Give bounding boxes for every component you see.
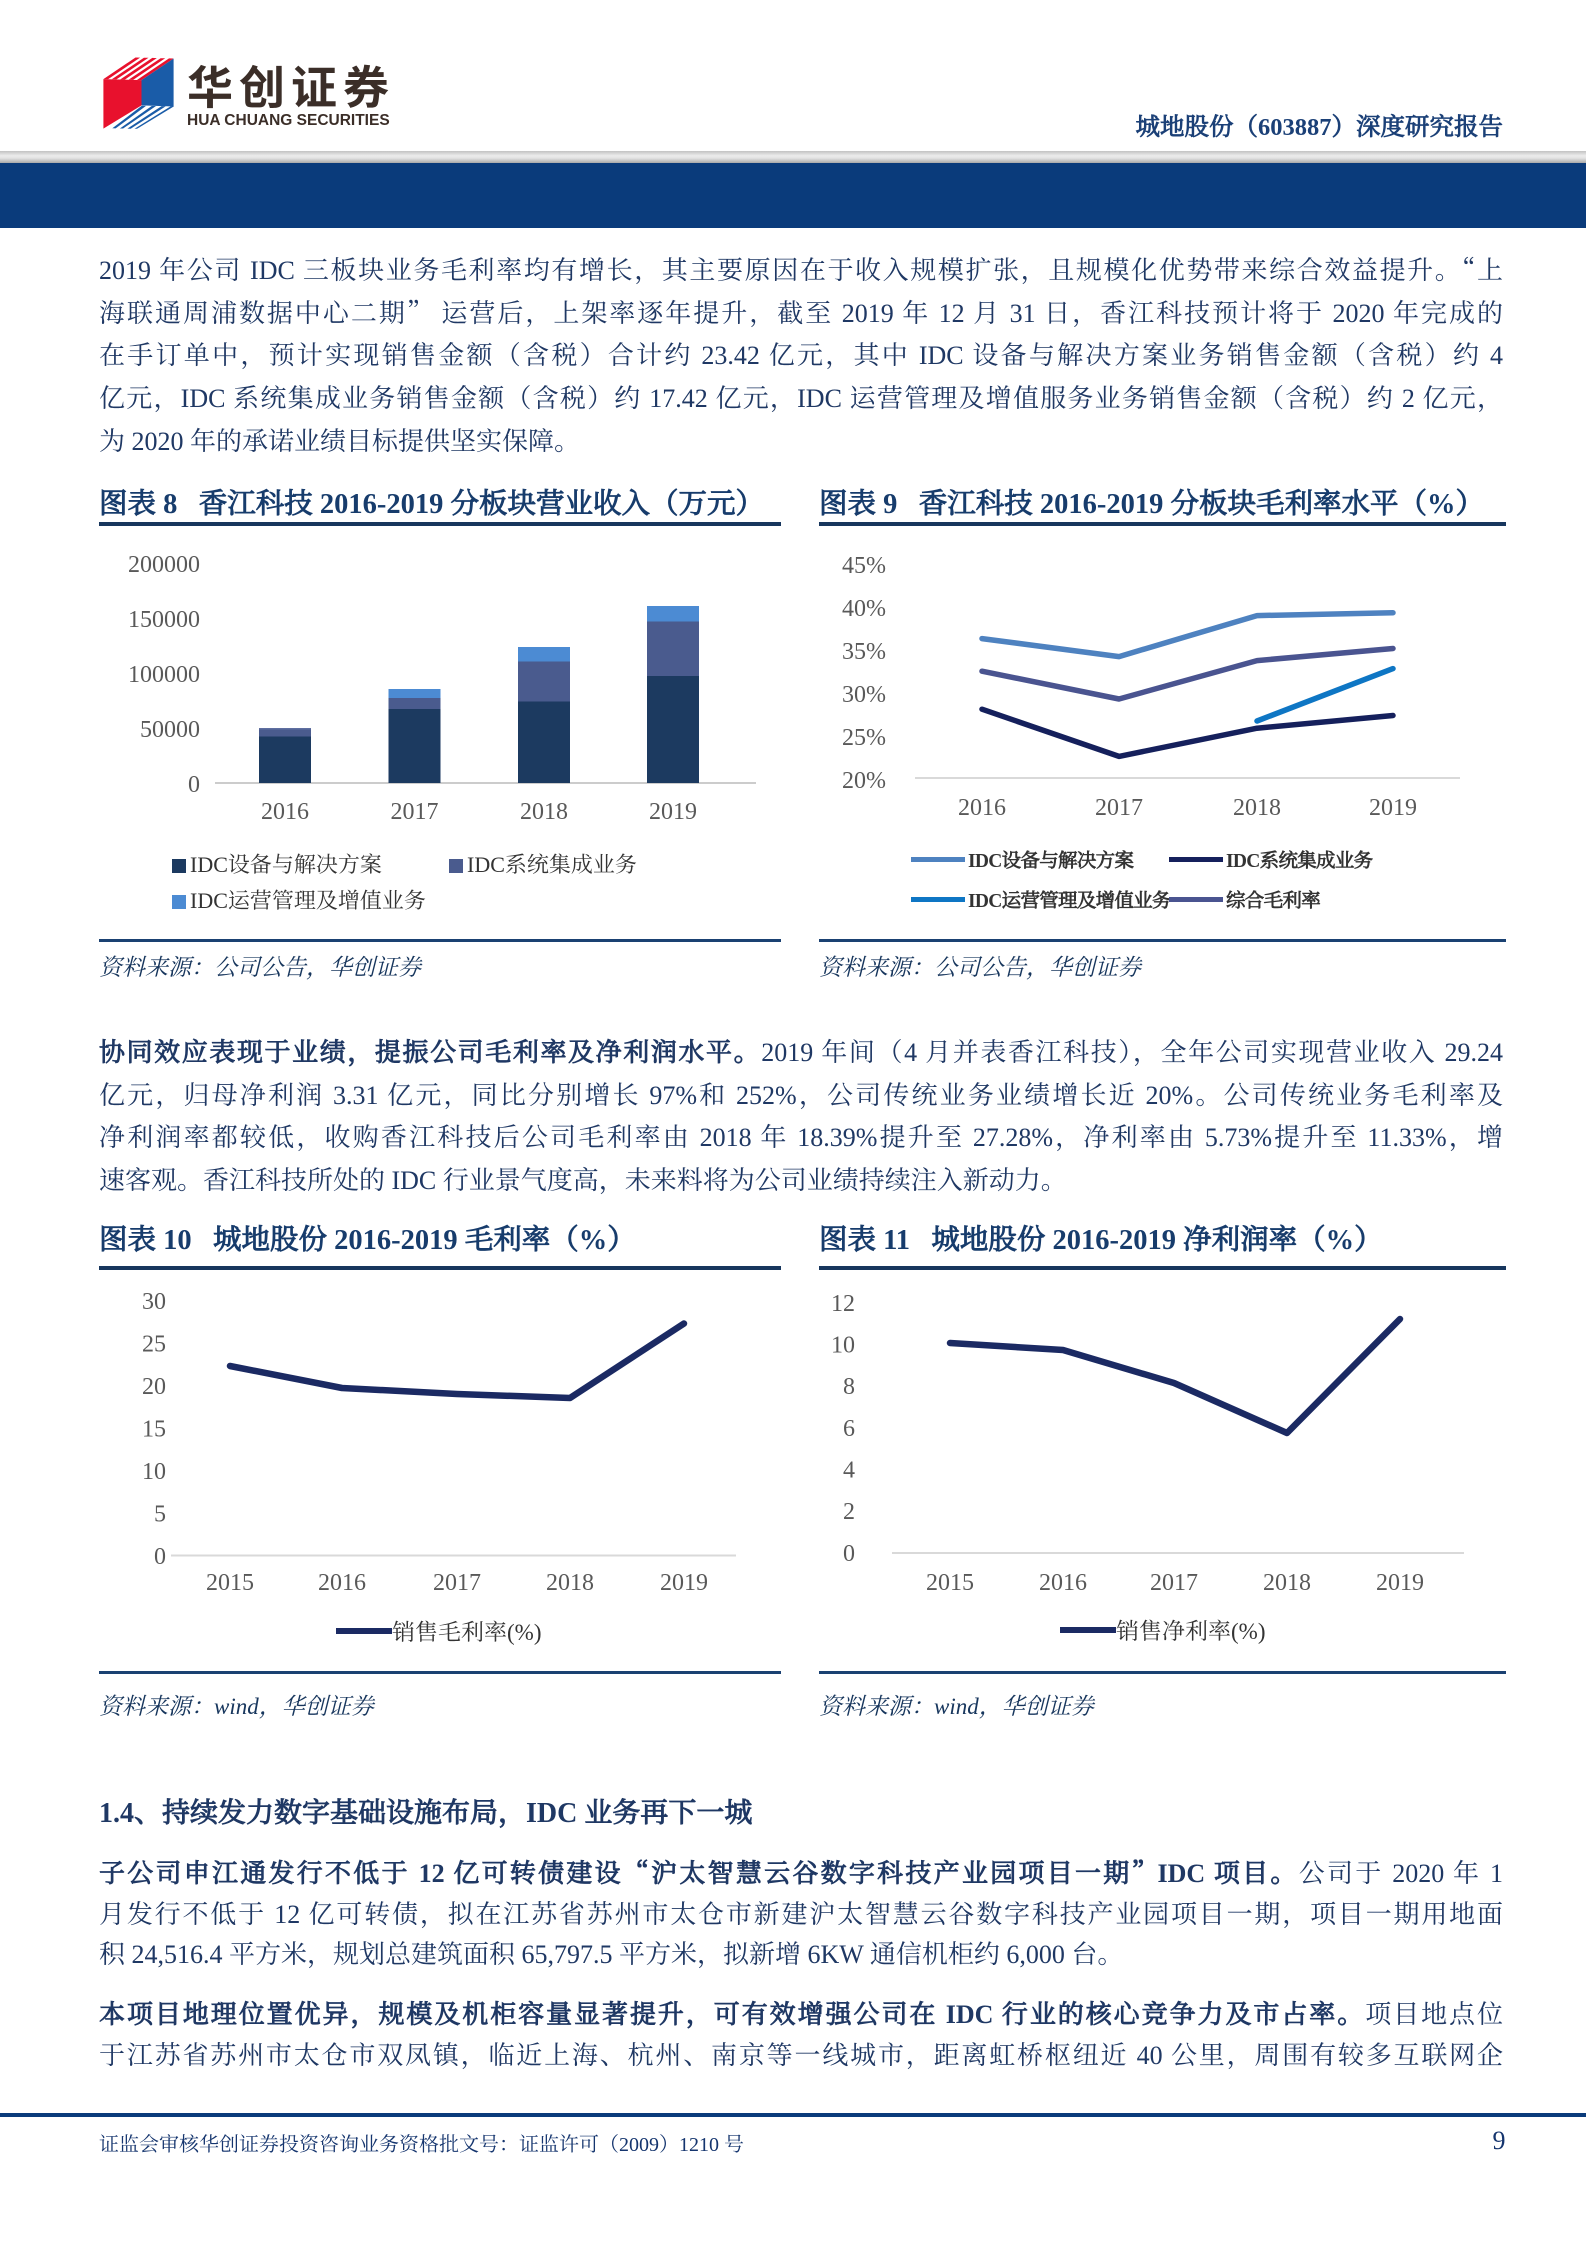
svg-text:2017: 2017 xyxy=(433,1570,481,1596)
svg-text:25%: 25% xyxy=(842,725,886,751)
svg-text:30: 30 xyxy=(142,1289,166,1315)
svg-text:20%: 20% xyxy=(842,768,886,794)
svg-text:10: 10 xyxy=(831,1333,855,1359)
svg-text:40%: 40% xyxy=(842,596,886,622)
svg-text:2017: 2017 xyxy=(391,799,439,825)
svg-text:2019: 2019 xyxy=(1376,1570,1424,1596)
svg-text:5: 5 xyxy=(154,1502,166,1528)
svg-text:35%: 35% xyxy=(842,639,886,665)
svg-text:2015: 2015 xyxy=(926,1570,974,1596)
svg-text:2018: 2018 xyxy=(1263,1570,1311,1596)
svg-text:2016: 2016 xyxy=(958,795,1006,821)
svg-text:2019: 2019 xyxy=(649,799,697,825)
svg-text:2: 2 xyxy=(843,1499,855,1525)
svg-text:2017: 2017 xyxy=(1150,1570,1198,1596)
svg-text:2019: 2019 xyxy=(660,1570,708,1596)
svg-text:0: 0 xyxy=(154,1544,166,1570)
svg-text:2016: 2016 xyxy=(261,799,309,825)
svg-text:2017: 2017 xyxy=(1095,795,1143,821)
svg-text:25: 25 xyxy=(142,1332,166,1358)
svg-text:100000: 100000 xyxy=(128,662,200,688)
svg-text:12: 12 xyxy=(831,1291,855,1317)
svg-text:150000: 150000 xyxy=(128,607,200,633)
svg-text:200000: 200000 xyxy=(128,552,200,578)
svg-text:2018: 2018 xyxy=(1233,795,1281,821)
svg-text:20: 20 xyxy=(142,1374,166,1400)
svg-text:2016: 2016 xyxy=(318,1570,366,1596)
svg-text:2016: 2016 xyxy=(1039,1570,1087,1596)
svg-text:4: 4 xyxy=(843,1458,855,1484)
svg-text:10: 10 xyxy=(142,1459,166,1485)
svg-text:50000: 50000 xyxy=(140,717,200,743)
svg-text:2018: 2018 xyxy=(546,1570,594,1596)
svg-text:0: 0 xyxy=(843,1541,855,1567)
svg-text:0: 0 xyxy=(188,772,200,798)
svg-text:8: 8 xyxy=(843,1374,855,1400)
svg-text:15: 15 xyxy=(142,1417,166,1443)
svg-text:45%: 45% xyxy=(842,553,886,579)
svg-text:2015: 2015 xyxy=(206,1570,254,1596)
svg-text:6: 6 xyxy=(843,1416,855,1442)
svg-text:2019: 2019 xyxy=(1369,795,1417,821)
svg-text:30%: 30% xyxy=(842,682,886,708)
svg-text:2018: 2018 xyxy=(520,799,568,825)
